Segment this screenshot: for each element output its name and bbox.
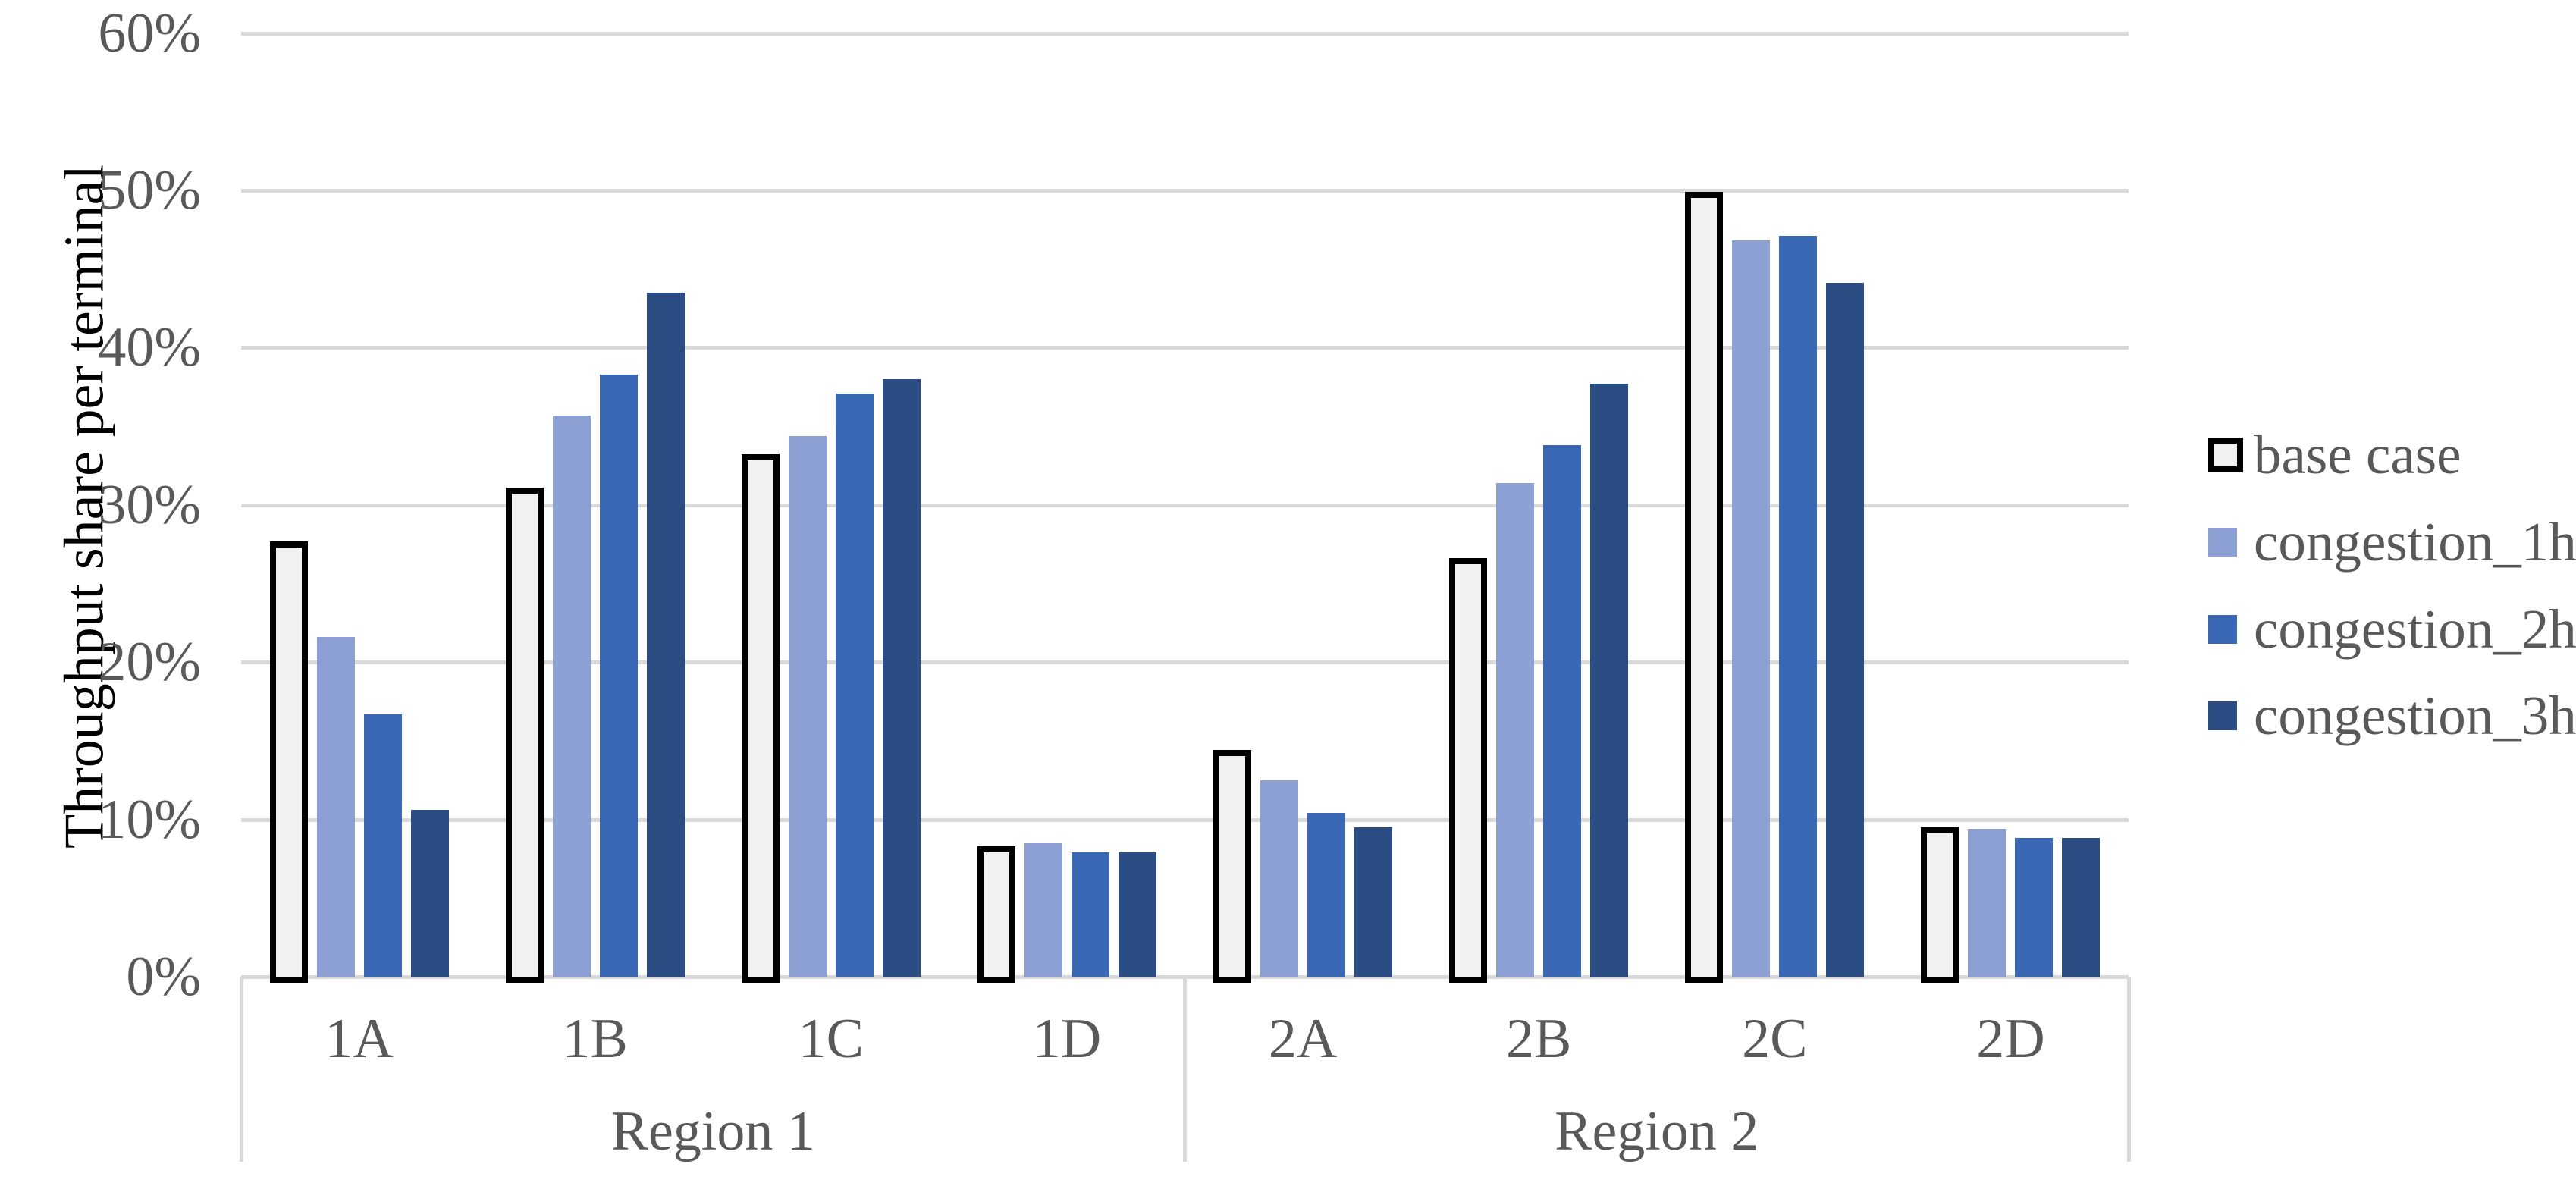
bar-1D-congestion_1h [1024,842,1062,977]
category-label-1C: 1C [798,1008,864,1070]
gridline-20% [241,660,2129,665]
legend-swatch-congestion_3h [2208,701,2237,730]
bar-1B-congestion_1h [552,415,591,977]
bar-2D-congestion_3h [2062,838,2101,977]
bar-2A-congestion_2h [1307,813,1346,977]
bar-1A-congestion_1h [316,637,355,977]
category-label-1B: 1B [562,1008,628,1070]
legend-swatch-base-case [2208,438,2243,472]
category-separator-1 [1183,977,1187,1162]
bar-2C-congestion_1h [1732,240,1771,977]
category-label-2D: 2D [1976,1008,2045,1070]
y-tick-label: 20% [98,631,201,694]
legend-label-congestion_3h: congestion_3h [2254,685,2576,746]
bar-2C-congestion_3h [1826,283,1865,977]
category-label-1A: 1A [325,1008,394,1070]
bar-2D-congestion_2h [2015,838,2054,977]
gridline-50% [241,189,2129,193]
bar-1A-base-case [269,541,308,983]
bar-2D-congestion_1h [1968,829,2007,977]
bar-2A-base-case [1213,750,1252,983]
bar-1B-base-case [505,487,544,983]
legend-label-base-case: base case [2254,424,2461,485]
bar-1D-congestion_3h [1118,852,1156,977]
bar-1D-base-case [977,846,1015,983]
bar-1A-congestion_2h [363,714,402,977]
legend-swatch-congestion_1h [2208,528,2237,557]
y-tick-label: 60% [98,2,201,64]
bar-1B-congestion_3h [646,292,685,977]
legend-swatch-congestion_2h [2208,615,2237,644]
bar-1C-base-case [741,454,780,983]
bar-1C-congestion_1h [788,435,827,977]
category-label-1D: 1D [1032,1008,1102,1070]
bar-1A-congestion_3h [410,810,449,977]
y-tick-label: 10% [98,788,201,851]
y-tick-label: 50% [98,159,201,221]
y-tick-label: 40% [98,316,201,379]
y-tick-label: 30% [98,473,201,536]
legend-label-congestion_1h: congestion_1h [2254,511,2576,573]
bar-2B-congestion_2h [1543,444,1582,977]
region-label-1: Region 1 [610,1100,815,1162]
bar-2C-base-case [1685,192,1724,983]
bar-2B-base-case [1449,558,1488,983]
y-tick-label: 0% [126,946,201,1008]
bar-2A-congestion_3h [1354,827,1393,977]
bar-2D-base-case [1921,827,1959,983]
category-label-2B: 2B [1506,1008,1572,1070]
bar-2A-congestion_1h [1260,780,1299,977]
bar-2B-congestion_3h [1590,384,1629,977]
gridline-10% [241,817,2129,822]
bar-1D-congestion_2h [1071,852,1109,977]
category-separator-0 [239,977,243,1162]
category-label-2A: 2A [1268,1008,1338,1070]
gridline-40% [241,346,2129,350]
bar-1C-congestion_2h [835,393,874,977]
category-separator-2 [2126,977,2131,1162]
bar-1C-congestion_3h [882,378,921,977]
legend-label-congestion_2h: congestion_2h [2254,598,2576,660]
bar-2C-congestion_2h [1779,236,1818,977]
category-label-2C: 2C [1742,1008,1808,1070]
region-label-2: Region 2 [1555,1100,1759,1162]
bar-2B-congestion_1h [1496,482,1535,977]
bar-1B-congestion_2h [599,374,638,977]
gridline-30% [241,503,2129,507]
gridline-60% [241,31,2129,36]
